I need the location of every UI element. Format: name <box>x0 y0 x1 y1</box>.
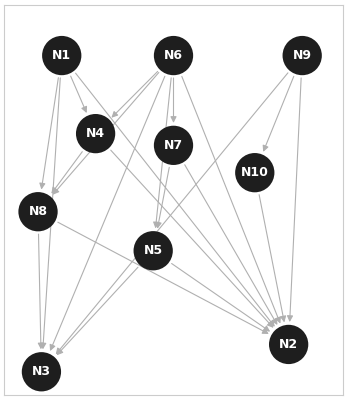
Circle shape <box>154 36 193 75</box>
Text: N3: N3 <box>32 365 51 378</box>
Circle shape <box>18 192 58 231</box>
Text: N6: N6 <box>164 49 183 62</box>
Circle shape <box>134 231 173 270</box>
Text: N5: N5 <box>144 244 163 257</box>
Text: N10: N10 <box>241 166 269 179</box>
Circle shape <box>235 153 274 192</box>
Circle shape <box>76 114 115 153</box>
Circle shape <box>269 325 308 364</box>
Circle shape <box>22 352 61 392</box>
Text: N7: N7 <box>164 139 183 152</box>
Text: N2: N2 <box>279 338 298 351</box>
Text: N1: N1 <box>52 49 71 62</box>
Circle shape <box>282 36 322 75</box>
Text: N9: N9 <box>293 49 312 62</box>
Circle shape <box>42 36 82 75</box>
Circle shape <box>154 126 193 165</box>
Text: N8: N8 <box>28 205 48 218</box>
Text: N4: N4 <box>86 127 105 140</box>
